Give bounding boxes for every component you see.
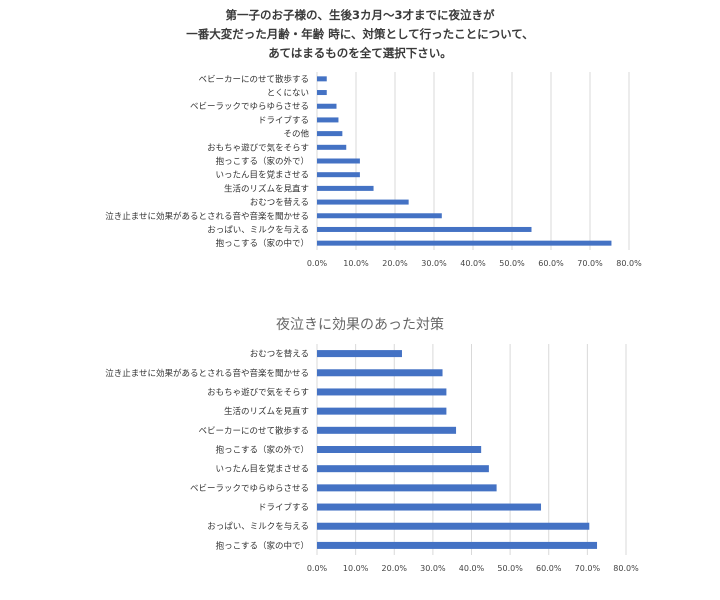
chart-1-x-tick-label: 70.0% — [577, 259, 603, 268]
chart-2-category-label: ベビーラックでゆらゆらさせる — [190, 484, 309, 494]
chart-2-bar — [317, 522, 590, 530]
chart-2-category-label: 生活のリズムを見直す — [224, 406, 309, 417]
chart-1-category-label: 抱っこする（家の中で） — [216, 238, 309, 249]
chart-2-bar — [317, 407, 447, 415]
chart-2-x-tick-label: 50.0% — [497, 564, 523, 573]
chart-1-x-tick-label: 40.0% — [460, 259, 486, 268]
chart-1-category-label: おむつを替える — [250, 197, 309, 208]
chart-2-x-tick-label: 40.0% — [459, 564, 485, 573]
chart-2-category-label: 泣き止ませに効果があるとされる音や音楽を聞かせる — [105, 368, 309, 379]
chart-1-bar — [317, 76, 327, 82]
chart-1-bar — [317, 103, 337, 109]
chart-1-category-label: いったん目を覚まさせる — [215, 170, 309, 181]
chart-1-bar — [317, 90, 327, 96]
chart-1-x-tick-label: 0.0% — [307, 259, 328, 268]
chart-2-x-tick-label: 0.0% — [307, 564, 328, 573]
chart-1-title: 第一子のお子様の、生後3カ月〜3才までに夜泣きが 一番大変だった月齢・年齢 時に… — [0, 6, 720, 63]
chart-2-category-label: ベビーカーにのせて散歩する — [198, 425, 309, 436]
chart-1-x-tick-label: 50.0% — [499, 259, 525, 268]
chart-2-category-label: 抱っこする（家の中で） — [216, 540, 309, 551]
chart-1-x-tick-label: 20.0% — [382, 259, 408, 268]
chart-1-bar — [317, 240, 612, 246]
chart-1-category-label: 抱っこする（家の外で） — [216, 156, 309, 167]
chart-2-bar — [317, 426, 457, 434]
chart-1-title-line-1: 第一子のお子様の、生後3カ月〜3才までに夜泣きが — [225, 8, 495, 22]
chart-1-bar — [317, 158, 360, 164]
chart-1-category-label: おもちゃ遊びで気をそらす — [207, 142, 309, 153]
chart-1-category-label: 生活のリズムを見直す — [224, 183, 309, 194]
chart-1-bar — [317, 131, 343, 137]
chart-2-bar — [317, 369, 443, 377]
chart-1-category-label: その他 — [283, 129, 309, 140]
chart-1-plot: 0.0% 10.0% 20.0% 30.0% 40.0% 50.0% 60.0% 70.0% 8… — [105, 72, 642, 268]
chart-2: 夜泣きに効果のあった対策 0.0% 10.0% 20.0% 30.0% 40.0% 50.… — [0, 300, 720, 600]
chart-2-category-label: 抱っこする（家の外で） — [216, 445, 309, 456]
chart-2-x-tick-label: 70.0% — [575, 564, 601, 573]
chart-1-category-label: ドライブする — [258, 115, 309, 126]
chart-2-category-label: ドライブする — [258, 502, 309, 513]
chart-1-bar — [317, 213, 442, 219]
chart-1-category-label: 泣き止ませに効果があるとされる音や音楽を聞かせる — [105, 211, 309, 222]
chart-2-bar — [317, 446, 482, 453]
chart-2-x-tick-label: 10.0% — [343, 564, 369, 573]
chart-1-x-tick-label: 60.0% — [538, 259, 564, 268]
chart-2-bar — [317, 465, 489, 473]
chart-2-x-tick-label: 60.0% — [536, 564, 562, 573]
chart-2-x-tick-label: 30.0% — [420, 564, 446, 573]
chart-2-category-label: おむつを替える — [250, 349, 309, 360]
chart-1-bar — [317, 226, 532, 232]
chart-1-bar — [317, 185, 374, 191]
chart-1-x-tick-label: 10.0% — [343, 259, 369, 268]
chart-1-bar — [317, 199, 409, 205]
chart-1-title-line-2: 一番大変だった月齢・年齢 時に、対策として行ったことについて、 — [186, 27, 534, 41]
chart-1-x-tick-label: 30.0% — [421, 259, 447, 268]
chart-2-bar — [317, 484, 497, 492]
chart-1-x-tick-label: 80.0% — [616, 259, 642, 268]
chart-1-category-label: ベビーラックでゆらゆらさせる — [190, 102, 309, 112]
chart-1-bar — [317, 117, 339, 123]
chart-2-bar — [317, 388, 447, 396]
chart-2-plot: 0.0% 10.0% 20.0% 30.0% 40.0% 50.0% 60.0% 70.0% 8… — [105, 344, 639, 573]
chart-2-x-tick-label: 80.0% — [613, 564, 639, 573]
chart-1-category-label: おっぱい、ミルクを与える — [207, 225, 309, 235]
chart-2-x-tick-label: 20.0% — [382, 564, 408, 573]
chart-2-category-label: おっぱい、ミルクを与える — [207, 522, 309, 532]
chart-1-bar — [317, 144, 347, 150]
chart-1: 第一子のお子様の、生後3カ月〜3才までに夜泣きが 一番大変だった月齢・年齢 時に… — [0, 0, 720, 290]
chart-1-category-label: ベビーカーにのせて散歩する — [198, 74, 309, 85]
chart-2-bar — [317, 503, 542, 511]
chart-1-category-label: とくにない — [267, 89, 309, 99]
chart-2-category-label: おもちゃ遊びで気をそらす — [207, 387, 309, 398]
chart-2-bar — [317, 541, 598, 549]
chart-2-category-label: いったん目を覚まさせる — [215, 464, 309, 475]
chart-2-title: 夜泣きに効果のあった対策 — [276, 317, 444, 333]
chart-1-title-line-3: あてはまるものを全て選択下さい。 — [268, 46, 452, 60]
chart-2-bar — [317, 350, 402, 358]
chart-1-bar — [317, 172, 360, 178]
